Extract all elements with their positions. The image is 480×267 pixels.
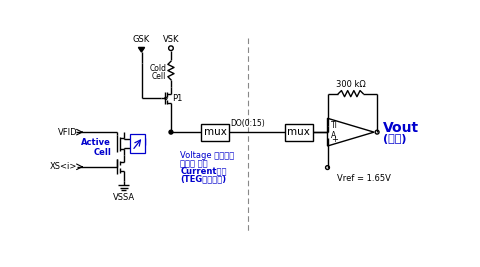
Text: GSK: GSK (132, 35, 150, 44)
Text: TI: TI (331, 121, 337, 131)
Text: VFID: VFID (58, 128, 77, 137)
Text: Cell: Cell (152, 72, 166, 81)
Text: DO(0:15): DO(0:15) (230, 119, 265, 128)
Text: Active
Cell: Active Cell (81, 138, 111, 157)
Text: A: A (331, 131, 336, 140)
Polygon shape (327, 118, 373, 146)
Text: mux: mux (287, 127, 310, 137)
Text: Vref = 1.65V: Vref = 1.65V (336, 174, 390, 183)
Text: VSSA: VSSA (112, 193, 134, 202)
Text: Cold: Cold (149, 64, 166, 73)
FancyBboxPatch shape (130, 135, 145, 153)
Text: +: + (331, 135, 337, 144)
Text: (TEG측정방법): (TEG측정방법) (180, 175, 226, 183)
Text: VSK: VSK (162, 35, 179, 44)
Text: (측정): (측정) (383, 134, 406, 144)
Circle shape (168, 130, 172, 134)
Text: P1: P1 (172, 94, 182, 103)
Polygon shape (138, 48, 144, 52)
FancyBboxPatch shape (201, 124, 228, 141)
Text: Voltage 인가하여: Voltage 인가하여 (180, 151, 234, 160)
Text: mux: mux (203, 127, 226, 137)
Text: 300 kΩ: 300 kΩ (335, 80, 365, 89)
Text: XS<i>: XS<i> (50, 162, 77, 171)
Text: Vout: Vout (383, 121, 419, 135)
Text: Current측정: Current측정 (180, 167, 226, 176)
FancyBboxPatch shape (284, 124, 312, 141)
Text: 시간에 따른: 시간에 따른 (180, 159, 207, 168)
